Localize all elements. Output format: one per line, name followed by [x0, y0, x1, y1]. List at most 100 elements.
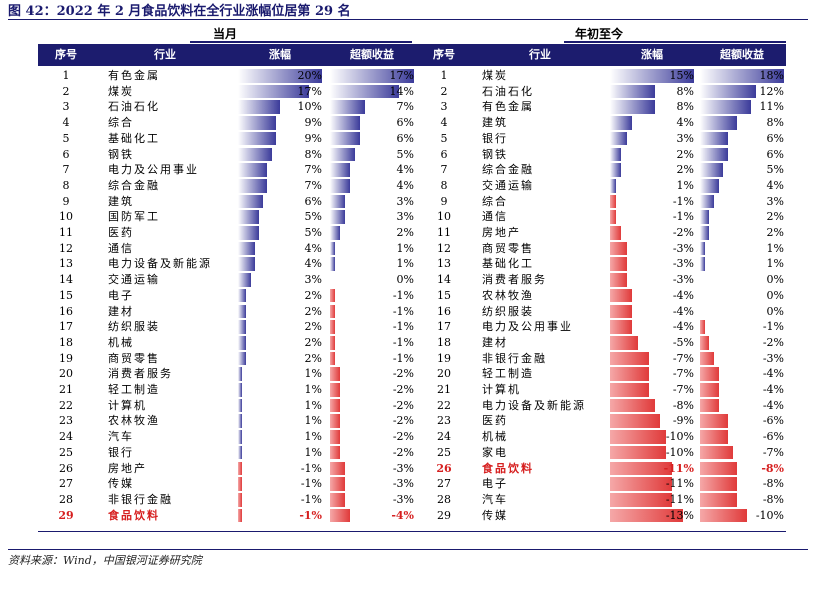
- month-industry: 有色金属: [108, 69, 160, 82]
- ytd-excess-value: 0%: [766, 273, 784, 287]
- month-change-value: 4%: [304, 241, 322, 255]
- month-rank: 16: [59, 304, 73, 318]
- ytd-excess-value: 8%: [766, 116, 784, 130]
- month-change-bar: [238, 178, 268, 193]
- ytd-change-cell: -3%: [610, 273, 696, 287]
- month-change-value: 9%: [304, 131, 322, 145]
- table-row: 29 食品饮料 -1% -4% 29 传媒 -13% -10%: [38, 508, 786, 524]
- month-rank: 6: [62, 147, 70, 161]
- table-row: 15 电子 2% -1% 15 农林牧渔 -4% 0%: [38, 288, 786, 304]
- month-excess-bar: [330, 84, 400, 99]
- ytd-change-value: -1%: [672, 210, 694, 224]
- ytd-change-cell: -11%: [610, 461, 696, 476]
- month-change-value: 1%: [304, 445, 322, 459]
- ytd-excess-cell: 11%: [700, 100, 786, 115]
- ytd-change-bar: [610, 273, 627, 287]
- month-change-cell: 1%: [238, 367, 324, 381]
- ytd-excess-cell: 0%: [700, 289, 786, 303]
- month-excess-cell: 2%: [330, 226, 416, 240]
- month-change-bar: [238, 257, 255, 272]
- ytd-change-bar: [610, 131, 627, 146]
- month-change-bar: [238, 226, 259, 240]
- table-row: 19 商贸零售 2% -1% 19 非银行金融 -7% -3%: [38, 351, 786, 367]
- month-change-cell: 7%: [238, 163, 324, 177]
- ytd-excess-cell: -4%: [700, 383, 786, 397]
- ytd-excess-value: -4%: [762, 398, 784, 412]
- ytd-industry: 综合: [482, 194, 508, 208]
- month-rank: 26: [59, 461, 73, 475]
- ytd-change-bar: [610, 335, 638, 350]
- month-industry: 商贸零售: [108, 351, 160, 365]
- header-industry-ytd: 行业: [529, 48, 551, 61]
- ytd-change-bar: [610, 398, 655, 413]
- ytd-excess-value: 5%: [766, 163, 784, 177]
- header-rank-month: 序号: [55, 48, 77, 61]
- ytd-change-value: -4%: [672, 304, 694, 318]
- ytd-change-value: 8%: [676, 100, 694, 114]
- ytd-rank: 19: [437, 351, 451, 365]
- ytd-industry: 机械: [482, 430, 508, 444]
- ytd-change-bar: [610, 351, 650, 366]
- month-industry: 煤炭: [108, 84, 134, 98]
- ytd-rank: 28: [437, 492, 451, 506]
- month-excess-value: -2%: [392, 367, 414, 381]
- ytd-change-value: -7%: [672, 367, 694, 381]
- month-excess-value: -3%: [392, 461, 414, 475]
- month-excess-value: 17%: [389, 69, 414, 82]
- ytd-excess-cell: 12%: [700, 84, 786, 99]
- ytd-excess-value: 12%: [759, 84, 784, 98]
- month-industry: 非银行金融: [108, 492, 173, 506]
- ytd-rank: 18: [437, 335, 451, 349]
- month-change-bar: [238, 241, 255, 256]
- ytd-change-cell: -4%: [610, 320, 696, 334]
- header-industry-month: 行业: [154, 48, 176, 61]
- ytd-excess-value: -6%: [762, 414, 784, 428]
- month-excess-bar: [330, 147, 355, 162]
- month-change-bar: [238, 84, 310, 99]
- ytd-change-cell: -4%: [610, 304, 696, 319]
- month-excess-bar: [330, 335, 335, 350]
- ytd-change-cell: -7%: [610, 367, 696, 381]
- ytd-industry: 医药: [482, 414, 508, 428]
- month-excess-bar: [330, 194, 345, 209]
- ytd-industry: 房地产: [482, 226, 521, 239]
- ytd-excess-bar: [700, 241, 705, 256]
- ytd-change-value: 8%: [676, 84, 694, 98]
- ytd-industry: 交通运输: [482, 178, 534, 192]
- ytd-change-value: 3%: [676, 131, 694, 145]
- ytd-change-cell: -1%: [610, 194, 696, 209]
- month-excess-bar: [330, 445, 340, 460]
- month-change-bar: [238, 320, 247, 334]
- month-excess-bar: [330, 304, 335, 319]
- month-excess-bar: [330, 477, 345, 491]
- ytd-excess-cell: -6%: [700, 414, 786, 429]
- table-row: 5 基础化工 9% 6% 5 银行 3% 6%: [38, 131, 786, 147]
- ytd-rank: 3: [440, 100, 448, 114]
- ytd-excess-cell: 3%: [700, 194, 786, 209]
- month-excess-cell: -2%: [330, 398, 416, 413]
- ytd-excess-cell: 5%: [700, 163, 786, 177]
- table-row: 26 房地产 -1% -3% 26 食品饮料 -11% -8%: [38, 461, 786, 477]
- ytd-change-cell: 3%: [610, 131, 696, 146]
- month-rank: 24: [59, 430, 73, 444]
- ytd-change-value: -8%: [672, 398, 694, 412]
- month-rank: 27: [59, 477, 73, 491]
- title-divider: [8, 19, 808, 20]
- ytd-excess-bar: [700, 84, 756, 99]
- month-excess-bar: [330, 398, 340, 413]
- month-excess-cell: -2%: [330, 445, 416, 460]
- month-rank: 19: [59, 351, 73, 365]
- month-change-cell: 1%: [238, 430, 324, 444]
- month-rank: 7: [62, 163, 70, 177]
- ytd-rank: 12: [437, 241, 451, 255]
- month-change-bar: [238, 445, 243, 460]
- month-rank: 1: [62, 69, 70, 82]
- month-change-cell: 7%: [238, 178, 324, 193]
- month-change-cell: 8%: [238, 147, 324, 162]
- header-rank-ytd: 序号: [433, 48, 455, 61]
- month-excess-bar: [330, 414, 340, 429]
- month-change-cell: 1%: [238, 398, 324, 413]
- ytd-excess-value: -8%: [762, 477, 784, 491]
- month-change-cell: 5%: [238, 226, 324, 240]
- ytd-excess-bar: [700, 414, 728, 429]
